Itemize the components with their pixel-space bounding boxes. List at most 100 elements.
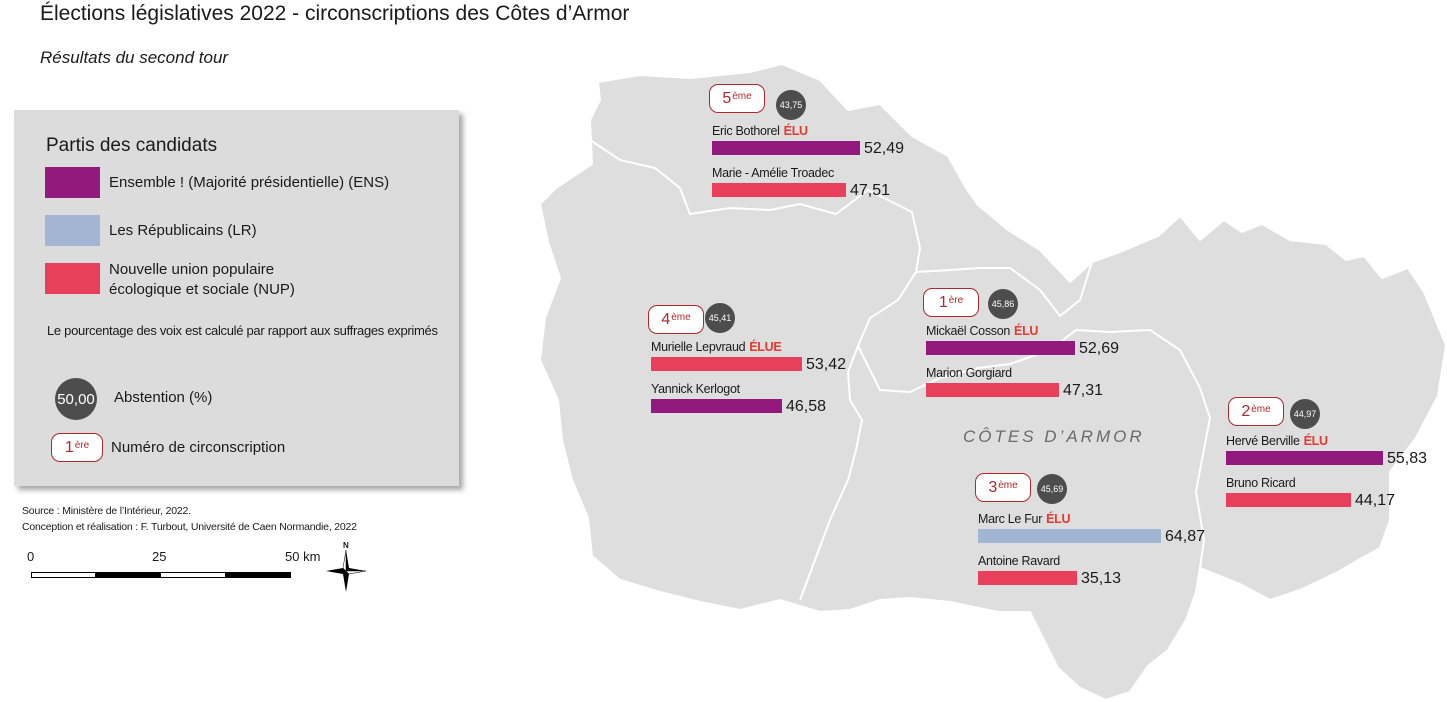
swatch-nup: [45, 263, 100, 294]
abstention-bubble: 43,75: [776, 90, 806, 120]
candidate-name-text: Marc Le Fur: [978, 512, 1043, 526]
territory-outline: [538, 62, 1447, 702]
scale-label-0: 0: [27, 549, 35, 564]
legend-panel: Partis des candidats Ensemble ! (Majorit…: [14, 110, 459, 486]
candidate-name: Murielle Lepvraud ÉLUE: [651, 340, 782, 354]
vote-bar: [1226, 451, 1383, 465]
elected-marker: ÉLUE: [749, 340, 782, 354]
candidate-name-text: Murielle Lepvraud: [651, 340, 746, 354]
swatch-ens: [45, 167, 100, 198]
circonscription-number: 4: [661, 310, 671, 328]
circonscription-number: 1: [938, 293, 948, 311]
circonscription-ordinal: ème: [998, 480, 1018, 491]
scale-label-25: 25: [152, 549, 167, 564]
legend-item-nup: Nouvelle union populaire écologique et s…: [45, 260, 339, 300]
vote-bar: [978, 571, 1077, 585]
circonscription-badge: 5 ème: [709, 84, 765, 113]
vote-bar: [926, 383, 1059, 397]
vote-value: 52,49: [864, 140, 905, 157]
legend-label-ens: Ensemble ! (Majorité présidentielle) (EN…: [109, 174, 390, 191]
circonscription-ordinal: ème: [671, 312, 691, 323]
scale-label-50: 50 km: [285, 549, 321, 564]
badge-example-num: 1: [64, 438, 74, 456]
abstention-bubble: 45,86: [988, 289, 1018, 319]
legend-item-ens: Ensemble ! (Majorité présidentielle) (EN…: [45, 167, 439, 198]
vote-value: 55,83: [1387, 450, 1428, 467]
page-title: Élections législatives 2022 - circonscri…: [40, 2, 630, 25]
vote-bar: [651, 357, 802, 371]
candidate-name-text: Marie - Amélie Troadec: [712, 166, 834, 180]
north-label: N: [343, 541, 349, 550]
candidate-name: Marc Le Fur ÉLU: [978, 512, 1070, 526]
badge-legend-label: Numéro de circonscription: [111, 439, 286, 456]
scale-segment-1: [31, 572, 96, 578]
circonscription-badge: 2 ème: [1228, 397, 1284, 426]
candidate-name-text: Marion Gorgiard: [926, 366, 1012, 380]
vote-value: 44,17: [1355, 492, 1396, 509]
candidate-name-text: Hervé Berville: [1226, 434, 1300, 448]
circonscription-number: 5: [722, 89, 732, 107]
credits-source: Source : Ministère de l’Intérieur, 2022.: [22, 505, 191, 517]
compass-rose-icon: [326, 550, 366, 592]
vote-value: 46,58: [786, 398, 827, 415]
vote-value: 47,51: [850, 182, 891, 199]
vote-bar: [926, 341, 1075, 355]
elected-marker: ÉLU: [1014, 324, 1039, 338]
candidate-name: Marie - Amélie Troadec: [712, 166, 834, 180]
scale-segment-3: [160, 572, 226, 578]
circonscription-ordinal: ème: [732, 91, 752, 102]
circonscription-badge: 4 ème: [648, 305, 704, 334]
vote-bar: [1226, 493, 1351, 507]
credits-design: Conception et réalisation : F. Turbout, …: [22, 521, 357, 533]
vote-bar: [712, 183, 846, 197]
scale-segment-2: [95, 572, 161, 578]
legend-label-nup: Nouvelle union populaire écologique et s…: [109, 260, 339, 300]
legend-label-lr: Les Républicains (LR): [109, 222, 257, 239]
abstention-legend-label: Abstention (%): [114, 389, 213, 406]
vote-bar: [978, 529, 1161, 543]
candidate-name: Marion Gorgiard: [926, 366, 1012, 380]
circonscription-badge: 1 ère: [923, 288, 979, 317]
legend-item-lr: Les Républicains (LR): [45, 215, 339, 246]
circonscription-number: 3: [988, 478, 998, 496]
scale-segment-4: [225, 572, 291, 578]
department-label: CÔTES D’ARMOR: [963, 427, 1145, 446]
candidate-name-text: Yannick Kerlogot: [651, 382, 740, 396]
abstention-bubble: 45,69: [1037, 474, 1067, 504]
candidate-name: Bruno Ricard: [1226, 476, 1296, 490]
candidate-name-text: Bruno Ricard: [1226, 476, 1296, 490]
badge-example-sup: ère: [74, 440, 90, 451]
credits: Source : Ministère de l’Intérieur, 2022.…: [22, 503, 357, 535]
page-subtitle: Résultats du second tour: [40, 48, 229, 67]
abstention-bubble: 44,97: [1290, 399, 1320, 429]
legend-label-nup-line2: écologique et sociale (NUP): [109, 281, 295, 298]
swatch-lr: [45, 215, 100, 246]
elected-marker: ÉLU: [1303, 434, 1328, 448]
candidate-name: Hervé Berville ÉLU: [1226, 434, 1328, 448]
legend-heading: Partis des candidats: [46, 135, 218, 156]
vote-bar: [651, 399, 782, 413]
legend-label-nup-line1: Nouvelle union populaire: [109, 261, 275, 278]
elected-marker: ÉLU: [1046, 512, 1071, 526]
candidate-name-text: Eric Bothorel: [712, 124, 780, 138]
circonscription-ordinal: ème: [1251, 404, 1271, 415]
badge-example: 1 ère: [51, 433, 103, 462]
vote-value: 64,87: [1165, 528, 1206, 545]
vote-value: 35,13: [1081, 570, 1122, 587]
candidate-name: Antoine Ravard: [978, 554, 1060, 568]
elected-marker: ÉLU: [783, 124, 808, 138]
vote-bar: [712, 141, 860, 155]
vote-value: 47,31: [1063, 382, 1104, 399]
vote-value: 53,42: [806, 356, 847, 373]
abstention-bubble-example: 50,00: [55, 378, 97, 420]
candidate-name: Mickaël Cosson ÉLU: [926, 324, 1038, 338]
candidate-name-text: Mickaël Cosson: [926, 324, 1011, 338]
circonscription-ordinal: ère: [948, 295, 964, 306]
candidate-name-text: Antoine Ravard: [978, 554, 1060, 568]
abstention-bubble: 45,41: [705, 303, 735, 333]
circonscription-badge: 3 ème: [975, 473, 1031, 502]
circonscription-number: 2: [1241, 402, 1251, 420]
legend-note: Le pourcentage des voix est calculé par …: [47, 323, 438, 338]
candidate-name: Eric Bothorel ÉLU: [712, 124, 808, 138]
